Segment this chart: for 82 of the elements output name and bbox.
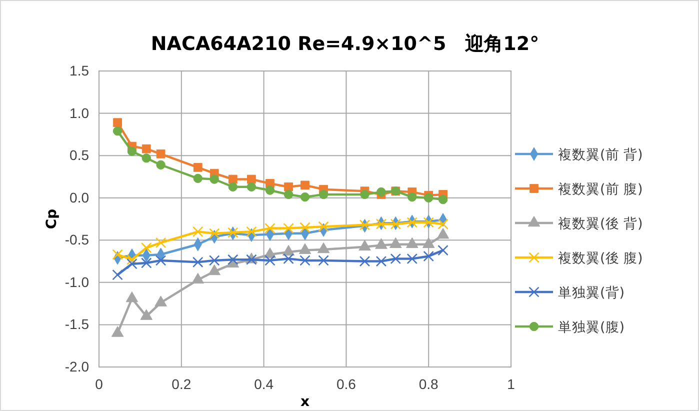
point <box>284 190 294 200</box>
point <box>156 160 166 170</box>
x-axis-title: x <box>300 394 310 410</box>
point <box>208 228 220 239</box>
point <box>438 194 448 204</box>
legend-label: 複数翼(前 背) <box>558 147 643 163</box>
legend-label: 単独翼(腹) <box>558 320 625 336</box>
point <box>376 256 387 267</box>
legend-label: 単独翼(背) <box>558 285 625 301</box>
point <box>359 256 370 267</box>
point <box>228 227 238 238</box>
point <box>142 144 151 154</box>
point <box>423 250 434 262</box>
y-tick-label: 0.5 <box>70 147 90 164</box>
point <box>155 237 166 248</box>
point <box>423 217 434 228</box>
y-axis-title: Cp <box>44 208 60 230</box>
y-tick-label: -1.5 <box>64 316 90 332</box>
y-tick-label: -0.5 <box>64 232 90 248</box>
y-tick-label: -2.0 <box>64 358 90 374</box>
point <box>142 153 151 163</box>
point <box>300 222 310 233</box>
point <box>359 220 370 230</box>
point <box>376 187 386 197</box>
point <box>141 258 152 268</box>
point <box>193 162 202 172</box>
point <box>300 180 310 190</box>
point <box>112 269 123 280</box>
point <box>264 255 276 266</box>
point <box>156 149 166 158</box>
point <box>208 255 220 266</box>
point <box>318 221 329 232</box>
point <box>246 226 257 238</box>
point <box>264 222 276 234</box>
point <box>406 253 418 264</box>
x-tick-label: 1 <box>507 376 516 392</box>
point <box>228 182 238 192</box>
point <box>113 118 122 128</box>
point <box>408 192 417 202</box>
point <box>192 256 204 268</box>
point <box>424 193 434 202</box>
legend-label: 複数翼(前 腹) <box>558 182 643 198</box>
point <box>112 249 123 260</box>
point <box>390 253 402 264</box>
point <box>228 174 238 184</box>
legend-label: 複数翼(後 腹) <box>558 250 643 266</box>
point <box>193 174 202 184</box>
point <box>360 190 370 200</box>
point <box>155 255 166 266</box>
point <box>247 174 256 184</box>
point <box>284 182 293 192</box>
point <box>126 258 138 270</box>
point <box>283 253 294 264</box>
point <box>141 242 152 254</box>
point <box>318 190 328 200</box>
x-tick-label: 0.8 <box>418 376 439 392</box>
x-tick-label: 0.4 <box>254 376 274 392</box>
point <box>376 218 387 230</box>
y-tick-label: 1.0 <box>70 104 90 121</box>
point <box>246 182 256 192</box>
x-tick-label: 0 <box>95 376 104 392</box>
point <box>438 244 448 256</box>
point <box>283 222 294 234</box>
point <box>406 217 418 228</box>
point <box>300 255 310 266</box>
x-tick-label: 0.6 <box>336 376 356 392</box>
point <box>438 218 448 230</box>
y-tick-label: -1.0 <box>64 274 90 290</box>
point <box>228 254 238 265</box>
point <box>127 146 137 156</box>
point <box>300 192 310 202</box>
point <box>390 218 402 230</box>
y-tick-label: 0.0 <box>70 189 90 206</box>
x-tick-label: 0.2 <box>172 376 192 392</box>
point <box>192 226 204 238</box>
point <box>210 174 219 184</box>
point <box>318 255 329 266</box>
chart-title: NACA64A210 Re=4.9×10^5 迎角12° <box>150 33 540 55</box>
legend-label: 複数翼(後 背) <box>558 216 643 232</box>
y-tick-label: 1.5 <box>70 62 90 78</box>
point <box>265 186 275 195</box>
point <box>112 126 122 136</box>
